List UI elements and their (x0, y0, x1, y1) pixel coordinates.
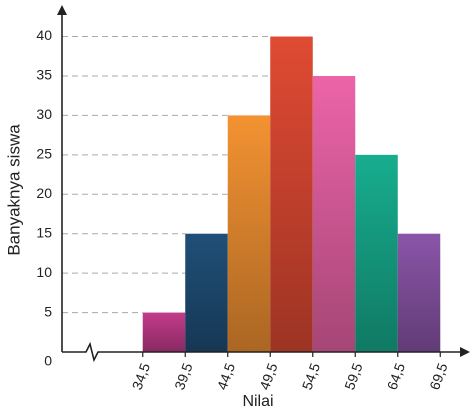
x-axis-arrow (460, 347, 470, 357)
x-tick-label: 44,5 (214, 361, 238, 392)
y-tick-label: 35 (36, 67, 52, 83)
y-tick-label: 25 (36, 146, 52, 162)
grid (62, 36, 271, 314)
bar-shade (185, 233, 228, 352)
x-tick-label: 49,5 (256, 361, 280, 392)
x-tick-label: 39,5 (171, 361, 195, 392)
x-tick-label: 59,5 (341, 361, 365, 392)
bar-shade (397, 233, 441, 352)
bar-shade (227, 115, 271, 352)
bar-shade (142, 312, 186, 352)
y-tick-label: 20 (36, 185, 52, 201)
y-tick-label: 5 (44, 303, 52, 319)
bar-shade (270, 36, 313, 352)
y-tick-label: 40 (36, 27, 52, 43)
y-tick-label: 15 (36, 224, 52, 240)
y-tick-label: 0 (44, 353, 52, 369)
y-axis-arrow (57, 5, 67, 15)
bars (142, 36, 441, 353)
y-axis-label: Banyaknya siswa (4, 124, 23, 256)
x-tick-label: 34,5 (129, 361, 153, 392)
x-axis (62, 341, 462, 363)
y-tick-label: 10 (36, 264, 52, 280)
y-tick-label: 30 (36, 106, 52, 122)
x-axis-label: Nilai (242, 393, 273, 410)
x-tick-label: 54,5 (299, 361, 323, 392)
x-tick-label: 64,5 (384, 361, 408, 392)
bar-shade (312, 75, 356, 353)
bar-shade (355, 154, 398, 352)
x-tick-label: 69,5 (426, 361, 450, 392)
